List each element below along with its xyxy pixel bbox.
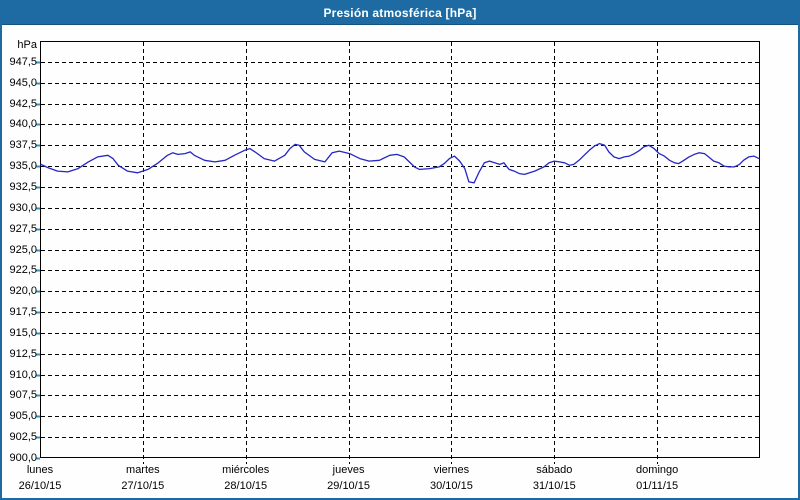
y-axis-label: 937,5	[9, 139, 37, 152]
y-axis-label: 902,5	[9, 431, 37, 444]
y-axis-label: 945,0	[9, 76, 37, 89]
y-axis-label: 910,0	[9, 368, 37, 381]
x-axis-date-label: 31/10/15	[532, 480, 576, 492]
x-axis-day-label: miércoles	[222, 464, 270, 476]
x-axis-day-label: viernes	[433, 464, 470, 476]
y-axis-label: 912,5	[9, 347, 37, 360]
y-axis-label: 930,0	[9, 201, 37, 214]
y-axis-label: 915,0	[9, 326, 37, 339]
y-axis-label: 925,0	[9, 243, 37, 256]
grid-group	[36, 42, 759, 464]
y-axis-label: 947,5	[9, 55, 37, 68]
y-axis-label: 920,0	[9, 285, 37, 298]
y-axis-label: 907,5	[9, 389, 37, 402]
y-axis-label: 900,0	[9, 452, 37, 464]
x-axis-day-label: domingo	[636, 464, 679, 476]
x-axis-day-label: lunes	[26, 464, 54, 476]
y-axis-label: 922,5	[9, 264, 37, 277]
y-axis-label: 917,5	[9, 306, 37, 319]
y-axis-label: 935,0	[9, 160, 37, 173]
x-axis-date-label: 27/10/15	[121, 480, 165, 492]
pressure-chart-svg	[36, 41, 760, 464]
x-axis-day-label: jueves	[332, 464, 365, 476]
y-axis-label: 942,5	[9, 97, 37, 110]
window-titlebar[interactable]: Presión atmosférica [hPa]	[2, 2, 798, 25]
chart-area: hPa 947,5 945,0 942,5 940,0 937,5 935,0 932,5 9…	[2, 25, 798, 498]
x-axis-date-label: 28/10/15	[224, 480, 268, 492]
x-axis-date-label: 29/10/15	[327, 480, 370, 492]
x-axis-day-label: sábado	[536, 464, 573, 476]
plot-area-border	[40, 41, 760, 458]
y-axis-label: 927,5	[9, 222, 37, 235]
window-title: Presión atmosférica [hPa]	[323, 6, 477, 20]
x-axis-date-label: 01/11/15	[636, 480, 679, 492]
y-axis-label: 932,5	[9, 180, 37, 193]
y-axis-unit-label: hPa	[17, 39, 37, 51]
y-axis-label: 940,0	[9, 118, 37, 131]
x-axis-day-label: martes	[126, 464, 160, 476]
x-axis-date-label: 30/10/15	[430, 480, 473, 492]
pressure-series-line	[40, 142, 760, 184]
x-axis-date-label: 26/10/15	[18, 480, 62, 492]
y-axis-label: 905,0	[9, 410, 37, 423]
